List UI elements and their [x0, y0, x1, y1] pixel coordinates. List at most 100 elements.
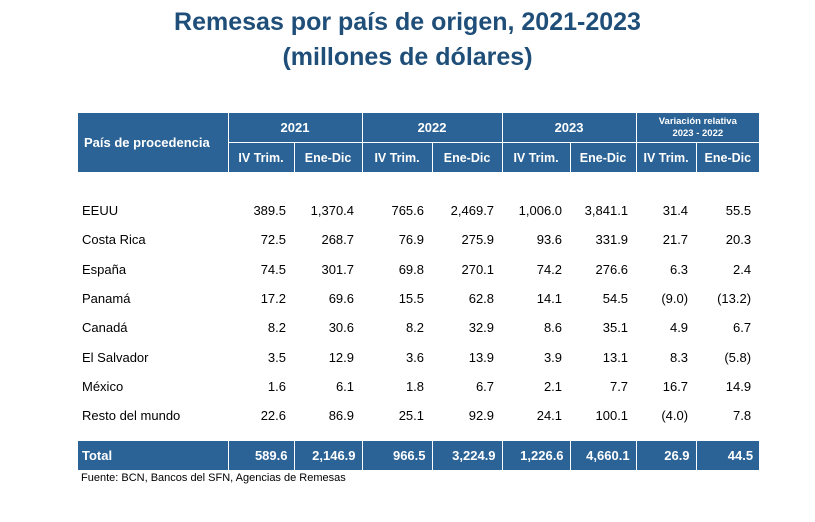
country-cell: El Salvador: [82, 349, 149, 365]
value-cell: 86.9: [328, 408, 355, 424]
value-cell: 4.9: [669, 320, 689, 336]
variation-header: Variación relativa 2023 - 2022: [635, 113, 760, 143]
sub-header: IV Trim.: [227, 142, 294, 172]
value-cell: 69.6: [328, 291, 355, 307]
value-cell: 13.9: [468, 349, 495, 365]
header-row-years: País de procedencia 2021 2022 2023 Varia…: [78, 113, 760, 150]
value-cell: 6.7: [475, 378, 495, 394]
value-cell: 100.1: [595, 408, 629, 424]
value-cell: 92.9: [468, 408, 495, 424]
total-cell: 966.5: [361, 441, 433, 471]
country-cell: Costa Rica: [82, 232, 146, 248]
value-cell: 24.1: [536, 408, 563, 424]
variation-header-line1: Variación relativa: [658, 115, 737, 127]
value-cell: 8.2: [267, 320, 286, 336]
table-row: Resto del mundo 22.6 86.9 25.1 92.9 24.1 100.1…: [78, 401, 759, 430]
country-cell: EEUU: [82, 203, 119, 219]
value-cell: 276.6: [595, 261, 629, 277]
value-cell: 55.5: [725, 203, 752, 219]
sub-header: Ene-Dic: [569, 142, 637, 172]
value-cell: 69.8: [398, 261, 425, 277]
value-cell: 8.2: [405, 320, 425, 336]
table-row: Costa Rica 72.5 268.7 76.9 275.9 93.6 331.9 21.…: [78, 225, 759, 254]
value-cell: 3,841.1: [584, 203, 629, 219]
total-cell: 3,224.9: [431, 441, 503, 471]
value-cell: 389.5: [253, 203, 286, 219]
value-cell: 268.7: [321, 232, 355, 248]
table-row: España 74.5 301.7 69.8 270.1 74.2 276.6 6.3 2.4: [78, 255, 759, 284]
country-column-header: País de procedencia: [84, 135, 210, 150]
sub-header: Ene-Dic: [293, 142, 363, 172]
year-header-2023: 2023: [501, 113, 637, 143]
total-row: Total 589.6 2,146.9 966.5 3,224.9 1,226.…: [78, 441, 760, 471]
value-cell: 7.8: [732, 408, 752, 424]
value-cell: 30.6: [328, 320, 355, 336]
country-cell: España: [82, 261, 127, 277]
total-cell: 589.6: [227, 441, 294, 471]
sub-header: Ene-Dic: [695, 142, 760, 172]
value-cell: 14.1: [536, 291, 563, 307]
value-cell: 2.1: [543, 378, 563, 394]
value-cell: 6.1: [335, 378, 355, 394]
value-cell: 1.6: [267, 378, 286, 394]
year-header-2022: 2022: [361, 113, 503, 143]
value-cell: (9.0): [661, 291, 689, 307]
value-cell: 275.9: [461, 232, 495, 248]
value-cell: 74.5: [260, 261, 286, 277]
value-cell: 6.3: [669, 261, 689, 277]
value-cell: (4.0): [661, 408, 689, 424]
value-cell: 21.7: [662, 232, 689, 248]
total-cell: 1,226.6: [501, 441, 571, 471]
value-cell: 2,469.7: [450, 203, 495, 219]
sub-header: IV Trim.: [635, 142, 697, 172]
value-cell: 31.4: [662, 203, 689, 219]
table-row: Canadá 8.2 30.6 8.2 32.9 8.6 35.1 4.9 6.7: [78, 313, 759, 342]
value-cell: 13.1: [602, 349, 629, 365]
value-cell: 270.1: [461, 261, 495, 277]
value-cell: 74.2: [536, 261, 563, 277]
value-cell: 93.6: [536, 232, 563, 248]
country-cell: México: [82, 378, 124, 394]
page-title: Remesas por país de origen, 2021-2023: [174, 8, 641, 36]
value-cell: (13.2): [717, 291, 752, 307]
value-cell: 12.9: [328, 349, 355, 365]
variation-header-line2: 2023 - 2022: [672, 127, 724, 139]
total-cell: 4,660.1: [569, 441, 637, 471]
value-cell: 1,370.4: [310, 203, 355, 219]
remittances-table: País de procedencia 2021 2022 2023 Varia…: [78, 113, 760, 471]
sub-header: IV Trim.: [361, 142, 433, 172]
value-cell: 76.9: [398, 232, 425, 248]
value-cell: 6.7: [732, 320, 752, 336]
value-cell: 765.6: [391, 203, 425, 219]
value-cell: 54.5: [602, 291, 629, 307]
value-cell: 25.1: [398, 408, 425, 424]
table-row: EEUU 389.5 1,370.4 765.6 2,469.7 1,006.0 3,841…: [78, 196, 759, 225]
year-header-2021: 2021: [227, 113, 363, 143]
value-cell: (5.8): [724, 349, 752, 365]
value-cell: 15.5: [398, 291, 425, 307]
value-cell: 3.9: [543, 349, 563, 365]
value-cell: 331.9: [595, 232, 629, 248]
value-cell: 2.4: [732, 261, 752, 277]
total-cell: 44.5: [695, 441, 760, 471]
header-row-periods: IV Trim. Ene-Dic IV Trim. Ene-Dic IV Tri…: [78, 142, 760, 172]
value-cell: 62.8: [468, 291, 495, 307]
value-cell: 22.6: [260, 408, 286, 424]
value-cell: 1,006.0: [518, 203, 563, 219]
value-cell: 3.6: [405, 349, 425, 365]
total-cell: 26.9: [635, 441, 697, 471]
total-label: Total: [82, 448, 113, 464]
value-cell: 32.9: [468, 320, 495, 336]
table-row: El Salvador 3.5 12.9 3.6 13.9 3.9 13.1 8.3 (5.8): [78, 342, 759, 371]
value-cell: 72.5: [260, 232, 286, 248]
value-cell: 8.3: [669, 349, 689, 365]
value-cell: 17.2: [260, 291, 286, 307]
page-subtitle: (millones de dólares): [282, 43, 533, 71]
table-row: México 1.6 6.1 1.8 6.7 2.1 7.7 16.7 14.9: [78, 372, 759, 401]
value-cell: 8.6: [543, 320, 563, 336]
table-row: Panamá 17.2 69.6 15.5 62.8 14.1 54.5 (9.0) (13.2…: [78, 284, 759, 313]
value-cell: 3.5: [267, 349, 286, 365]
value-cell: 7.7: [609, 378, 629, 394]
sub-header: IV Trim.: [501, 142, 571, 172]
value-cell: 20.3: [725, 232, 752, 248]
